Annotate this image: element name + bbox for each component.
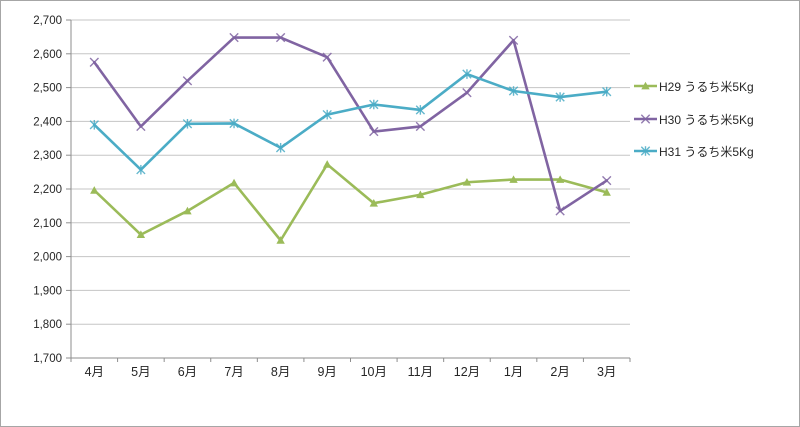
x-axis-label: 3月 bbox=[597, 365, 616, 379]
y-axis-label: 2,300 bbox=[33, 150, 62, 162]
data-point-marker-triangle bbox=[462, 178, 472, 186]
y-axis-label: 1,900 bbox=[33, 285, 62, 297]
x-axis-label: 1月 bbox=[504, 365, 523, 379]
x-axis-label: 11月 bbox=[408, 365, 433, 379]
series-line-h30 bbox=[92, 36, 609, 213]
data-point-marker-asterisk bbox=[369, 99, 379, 110]
data-point-marker-asterisk bbox=[415, 105, 426, 115]
data-point-marker-asterisk bbox=[602, 86, 612, 97]
data-point-marker-asterisk bbox=[640, 146, 651, 156]
data-point-marker-asterisk bbox=[322, 109, 332, 120]
data-point-marker-triangle bbox=[509, 175, 518, 183]
legend-item-h30[interactable]: H30 うるち米5Kg bbox=[633, 111, 754, 127]
legend-marker-x-cross-icon bbox=[634, 114, 657, 124]
y-axis-label: 2,100 bbox=[33, 218, 62, 230]
y-axis-label: 2,400 bbox=[33, 116, 62, 128]
data-point-marker-x-cross bbox=[555, 206, 565, 216]
y-axis-label: 2,700 bbox=[33, 15, 62, 27]
y-axis-label: 1,700 bbox=[33, 353, 62, 365]
data-point-marker-triangle bbox=[555, 175, 565, 183]
data-point-marker-x-cross bbox=[508, 35, 519, 45]
data-point-marker-asterisk bbox=[229, 118, 239, 129]
data-point-marker-x-cross bbox=[136, 121, 146, 132]
x-axis-label: 10月 bbox=[361, 365, 387, 379]
data-point-marker-triangle bbox=[90, 186, 99, 194]
y-axis-label: 2,600 bbox=[33, 49, 62, 61]
data-point-marker-x-cross bbox=[229, 32, 239, 43]
series-line-h31 bbox=[92, 72, 609, 172]
legend-item-h29[interactable]: H29 うるち米5Kg bbox=[633, 78, 754, 94]
data-point-marker-x-cross bbox=[640, 114, 651, 124]
data-point-marker-triangle bbox=[229, 178, 239, 187]
data-point-marker-triangle bbox=[276, 236, 285, 244]
legend-label-h30: H30 うるち米5Kg bbox=[659, 112, 754, 127]
x-axis-label: 7月 bbox=[224, 365, 243, 379]
x-axis-label: 4月 bbox=[85, 365, 104, 379]
data-point-marker-asterisk bbox=[462, 69, 472, 79]
data-point-marker-triangle bbox=[136, 230, 146, 239]
x-axis-label: 9月 bbox=[317, 365, 336, 379]
data-point-marker-x-cross bbox=[275, 32, 286, 43]
x-axis-label: 8月 bbox=[271, 365, 290, 379]
x-axis-label: 6月 bbox=[178, 365, 197, 379]
data-point-marker-triangle bbox=[369, 198, 378, 207]
y-axis-label: 2,200 bbox=[33, 184, 62, 196]
data-point-marker-triangle bbox=[416, 190, 425, 199]
series-line-h29 bbox=[92, 163, 609, 242]
data-point-marker-asterisk bbox=[89, 119, 99, 130]
legend-item-h31[interactable]: H31 うるち米5Kg bbox=[633, 143, 754, 159]
legend-marker-asterisk-icon bbox=[634, 146, 657, 156]
data-point-marker-triangle bbox=[323, 160, 332, 168]
data-point-marker-x-cross bbox=[89, 57, 99, 67]
data-point-marker-asterisk bbox=[508, 86, 519, 96]
data-point-marker-x-cross bbox=[462, 87, 472, 98]
data-point-marker-x-cross bbox=[415, 121, 426, 132]
y-axis-label: 2,500 bbox=[33, 83, 62, 95]
data-point-marker-triangle bbox=[641, 81, 650, 90]
data-point-marker-triangle bbox=[602, 188, 611, 196]
y-axis-label: 2,000 bbox=[33, 252, 62, 264]
data-point-marker-triangle bbox=[183, 206, 192, 215]
data-point-marker-x-cross bbox=[369, 126, 379, 137]
legend-marker-triangle-icon bbox=[634, 81, 657, 90]
data-point-marker-asterisk bbox=[555, 92, 565, 102]
y-axis-label: 1,800 bbox=[33, 319, 62, 331]
data-point-marker-asterisk bbox=[275, 142, 286, 153]
x-axis-label: 5月 bbox=[131, 365, 150, 379]
x-axis-label: 12月 bbox=[454, 365, 480, 379]
legend-label-h29: H29 うるち米5Kg bbox=[659, 79, 754, 94]
data-point-marker-x-cross bbox=[182, 76, 193, 86]
data-point-marker-x-cross bbox=[602, 175, 612, 186]
data-point-marker-x-cross bbox=[322, 52, 332, 62]
data-point-marker-asterisk bbox=[182, 118, 193, 129]
legend-label-h31: H31 うるち米5Kg bbox=[659, 144, 754, 159]
data-point-marker-asterisk bbox=[136, 164, 146, 175]
x-axis-label: 2月 bbox=[550, 365, 569, 379]
